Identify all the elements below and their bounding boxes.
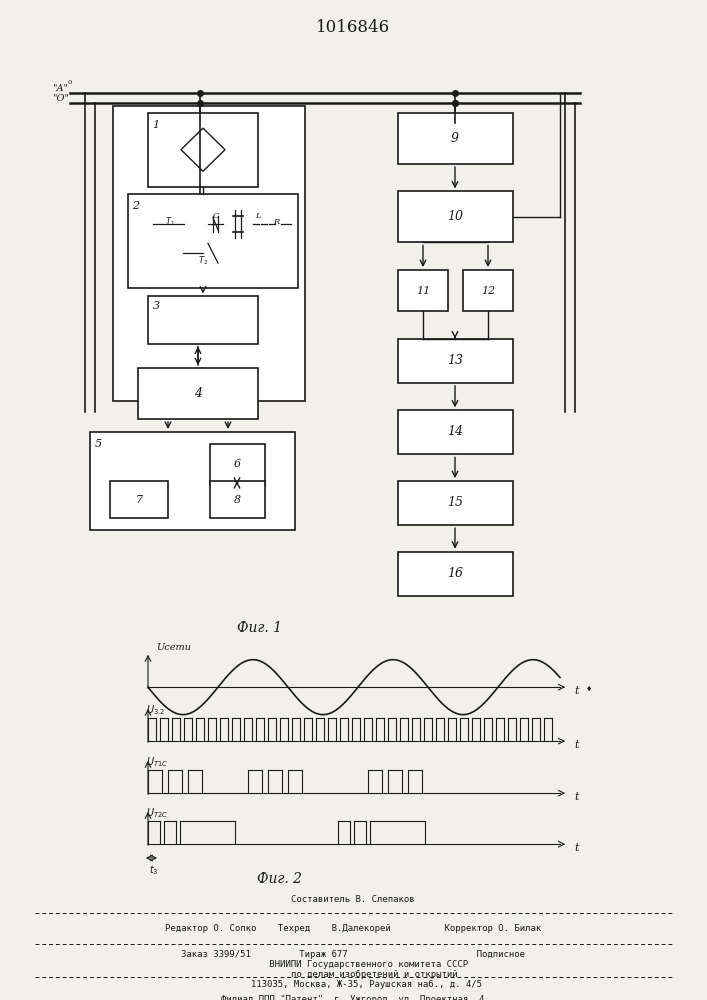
Text: Составитель В. Слепаков: Составитель В. Слепаков xyxy=(291,895,415,904)
Text: R: R xyxy=(273,218,279,226)
Text: "O": "O" xyxy=(52,94,69,103)
Text: L: L xyxy=(255,212,261,220)
Bar xyxy=(210,481,265,518)
Text: 11: 11 xyxy=(416,286,430,296)
Text: по делам изобретений и открытий: по делам изобретений и открытий xyxy=(248,970,458,979)
Text: 6: 6 xyxy=(233,459,240,469)
Text: 113035, Москва, Ж-35, Раушская наб., д. 4/5: 113035, Москва, Ж-35, Раушская наб., д. … xyxy=(224,980,482,989)
Text: t: t xyxy=(574,686,578,696)
Text: 16: 16 xyxy=(447,567,463,580)
Text: 10: 10 xyxy=(447,210,463,223)
Text: 14: 14 xyxy=(447,425,463,438)
Bar xyxy=(463,270,513,311)
Text: $T_1$: $T_1$ xyxy=(165,216,175,228)
Bar xyxy=(398,339,513,383)
Text: C: C xyxy=(213,212,219,220)
Text: t: t xyxy=(574,843,578,853)
Text: 13: 13 xyxy=(447,354,463,367)
Text: 4: 4 xyxy=(194,387,202,400)
Text: 1: 1 xyxy=(153,120,160,130)
Text: 7: 7 xyxy=(136,495,143,505)
Text: Заказ 3399/51         Тираж 677                        Подписное: Заказ 3399/51 Тираж 677 Подписное xyxy=(181,950,525,959)
Bar xyxy=(148,113,258,187)
Bar xyxy=(148,296,258,344)
Text: t: t xyxy=(574,792,578,802)
Polygon shape xyxy=(181,128,225,171)
Text: 2: 2 xyxy=(132,201,139,211)
Bar xyxy=(398,552,513,596)
Bar xyxy=(398,270,448,311)
Bar xyxy=(398,481,513,525)
Bar xyxy=(398,410,513,454)
Text: t: t xyxy=(574,740,578,750)
Bar xyxy=(110,481,168,518)
Text: Фиг. 2: Фиг. 2 xyxy=(257,872,303,886)
Bar xyxy=(138,368,258,419)
Text: 1016846: 1016846 xyxy=(316,19,390,36)
Text: $t_3$: $t_3$ xyxy=(149,863,159,877)
Text: 15: 15 xyxy=(447,496,463,509)
Text: ♦: ♦ xyxy=(586,686,592,692)
Text: $T_2$: $T_2$ xyxy=(198,255,208,267)
Text: ВНИИПИ Государственного комитета СССР: ВНИИПИ Государственного комитета СССР xyxy=(238,960,469,969)
Bar xyxy=(398,191,513,242)
Bar xyxy=(128,194,298,288)
Text: Фиг. 1: Фиг. 1 xyxy=(238,621,283,635)
Text: Филиал ППП "Патент", г. Ужгород, ул. Проектная, 4: Филиал ППП "Патент", г. Ужгород, ул. Про… xyxy=(221,995,485,1000)
Text: o: o xyxy=(68,78,72,86)
Text: $U_{3.2}$: $U_{3.2}$ xyxy=(146,703,165,717)
Text: Редактор О. Сопко    Техред    В.Далекорей          Корректор О. Билак: Редактор О. Сопко Техред В.Далекорей Кор… xyxy=(165,924,541,933)
Text: 9: 9 xyxy=(451,132,459,145)
Text: Uсети: Uсети xyxy=(156,643,191,652)
Bar xyxy=(113,106,305,401)
Bar xyxy=(90,432,295,530)
Text: $U_{T1C}$: $U_{T1C}$ xyxy=(146,755,168,769)
Bar xyxy=(210,444,265,485)
Text: 12: 12 xyxy=(481,286,495,296)
Text: $U_{T2C}$: $U_{T2C}$ xyxy=(146,806,168,820)
Text: 3: 3 xyxy=(153,301,160,311)
Bar xyxy=(398,113,513,164)
Text: "A": "A" xyxy=(52,84,68,93)
Text: 5: 5 xyxy=(95,439,102,449)
Text: 8: 8 xyxy=(233,495,240,505)
